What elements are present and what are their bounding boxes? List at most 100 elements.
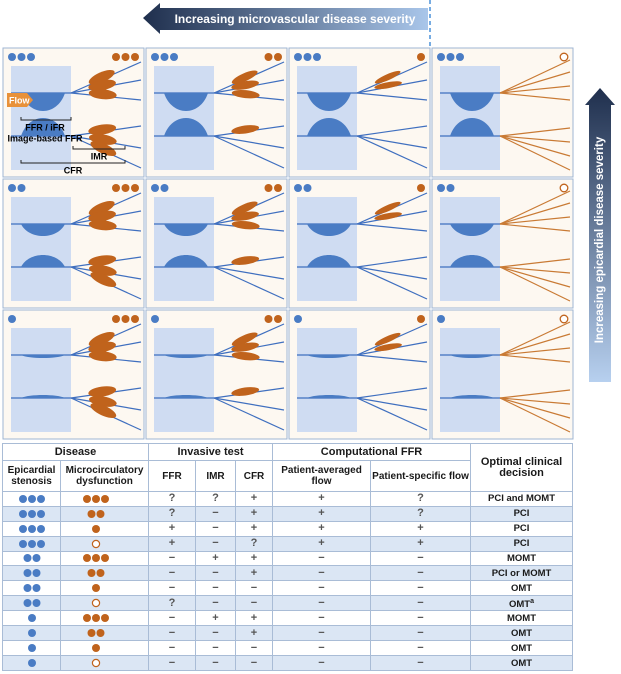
severity-dot: [17, 53, 26, 61]
test-result: −: [148, 550, 196, 567]
decision: PCI and MOMT: [488, 493, 556, 505]
micro-plaque: [231, 342, 259, 352]
dot-icons: [87, 509, 105, 518]
plaque: [307, 93, 351, 111]
test-result: +: [272, 505, 372, 522]
test-result: ?: [148, 595, 196, 612]
test-result: ?: [148, 491, 196, 507]
micro-cell: [60, 505, 149, 522]
dot-icons: [92, 584, 100, 593]
stenosis-zone: [297, 197, 357, 301]
micro-plaque: [90, 272, 117, 287]
test-result: −: [272, 595, 372, 612]
plaque: [450, 255, 494, 267]
severity-dot: [121, 53, 130, 61]
severity-dot: [437, 184, 445, 192]
branch: [499, 347, 571, 356]
branch: [499, 354, 571, 363]
severity-dot: [437, 315, 445, 323]
epicardial-cell: [2, 655, 61, 671]
severity-dot: [27, 53, 35, 61]
dot-icons: [23, 584, 40, 593]
severity-dot: [91, 599, 101, 608]
branch: [499, 85, 571, 94]
severity-dot: [160, 184, 169, 192]
panel: [288, 47, 431, 178]
micro-cell: [60, 640, 149, 657]
stenosis-zone: [440, 197, 500, 301]
dot-icons: [18, 509, 45, 518]
stenosis-zone: [297, 328, 357, 432]
severity-dot: [446, 53, 455, 61]
test-result: −: [195, 565, 236, 582]
panel: [145, 309, 288, 440]
decision-cell: PCI and MOMT: [470, 491, 574, 507]
severity-dot: [294, 315, 302, 323]
severity-dot: [83, 614, 91, 623]
severity-dot: [112, 53, 120, 61]
test-result: −: [370, 580, 472, 597]
severity-dot: [27, 524, 36, 533]
plaque: [307, 395, 351, 398]
micro-plaque: [231, 70, 258, 84]
dot-icons: [92, 644, 100, 653]
group-header: Disease: [2, 443, 149, 461]
micro-plaque: [374, 201, 401, 215]
micro-plaque: [88, 88, 117, 100]
test-result: +: [148, 520, 196, 537]
severity-dot: [151, 53, 159, 61]
micro-plaque: [88, 210, 116, 222]
group-header: Optimal clinical decision: [470, 443, 574, 492]
imr-label: IMR: [91, 151, 108, 161]
test-result: −: [195, 505, 236, 522]
panel: [2, 309, 145, 440]
severity-dot: [112, 315, 120, 323]
severity-dot: [92, 614, 100, 623]
test-result: +: [234, 520, 274, 537]
severity-dot: [83, 494, 91, 503]
cfr-label: CFR: [64, 165, 83, 175]
plaque: [21, 395, 65, 398]
micro-cell: [60, 520, 149, 537]
group-header: Invasive test: [147, 443, 274, 461]
table-row: − − − − − OMT: [2, 580, 574, 597]
micro-plaque: [231, 89, 260, 99]
branch: [499, 258, 571, 268]
branch: [499, 59, 571, 94]
column-header: Microcirculatory dysfunction: [60, 460, 149, 492]
branch: [499, 389, 571, 399]
test-result: −: [272, 640, 372, 657]
severity-dot: [303, 53, 312, 61]
side-arrow: [585, 88, 615, 382]
test-result: ?: [370, 491, 472, 507]
plaque: [450, 395, 494, 398]
micro-plaque: [88, 255, 117, 266]
test-result: +: [195, 550, 236, 567]
test-result: −: [234, 580, 274, 597]
plaque: [164, 118, 208, 136]
test-result: +: [234, 565, 274, 582]
test-result: +: [234, 550, 274, 567]
decision-cell: PCI: [470, 520, 574, 537]
test-result: −: [195, 595, 236, 612]
ffr-label: FFR / iFR: [25, 122, 65, 132]
epicardial-cell: [2, 625, 61, 642]
decision: PCI: [513, 508, 530, 520]
micro-cell: [60, 625, 149, 642]
test-result: −: [370, 655, 472, 671]
table-row: − + + − − MOMT: [2, 550, 574, 567]
stenosis-zone: [154, 328, 214, 432]
severity-dot: [101, 494, 109, 503]
branch: [499, 202, 571, 225]
test-result: ?: [195, 491, 236, 507]
stenosis-zone: [11, 328, 71, 432]
severity-dot: [23, 554, 31, 563]
table-row: ?? + +? PCI and MOMT: [2, 491, 574, 507]
severity-dot: [17, 184, 26, 192]
dot-icons: [23, 599, 40, 608]
branch: [356, 266, 428, 300]
micro-plaque: [88, 69, 115, 85]
severity-dot: [96, 629, 105, 638]
micro-plaque: [231, 80, 259, 90]
branch: [356, 397, 428, 411]
